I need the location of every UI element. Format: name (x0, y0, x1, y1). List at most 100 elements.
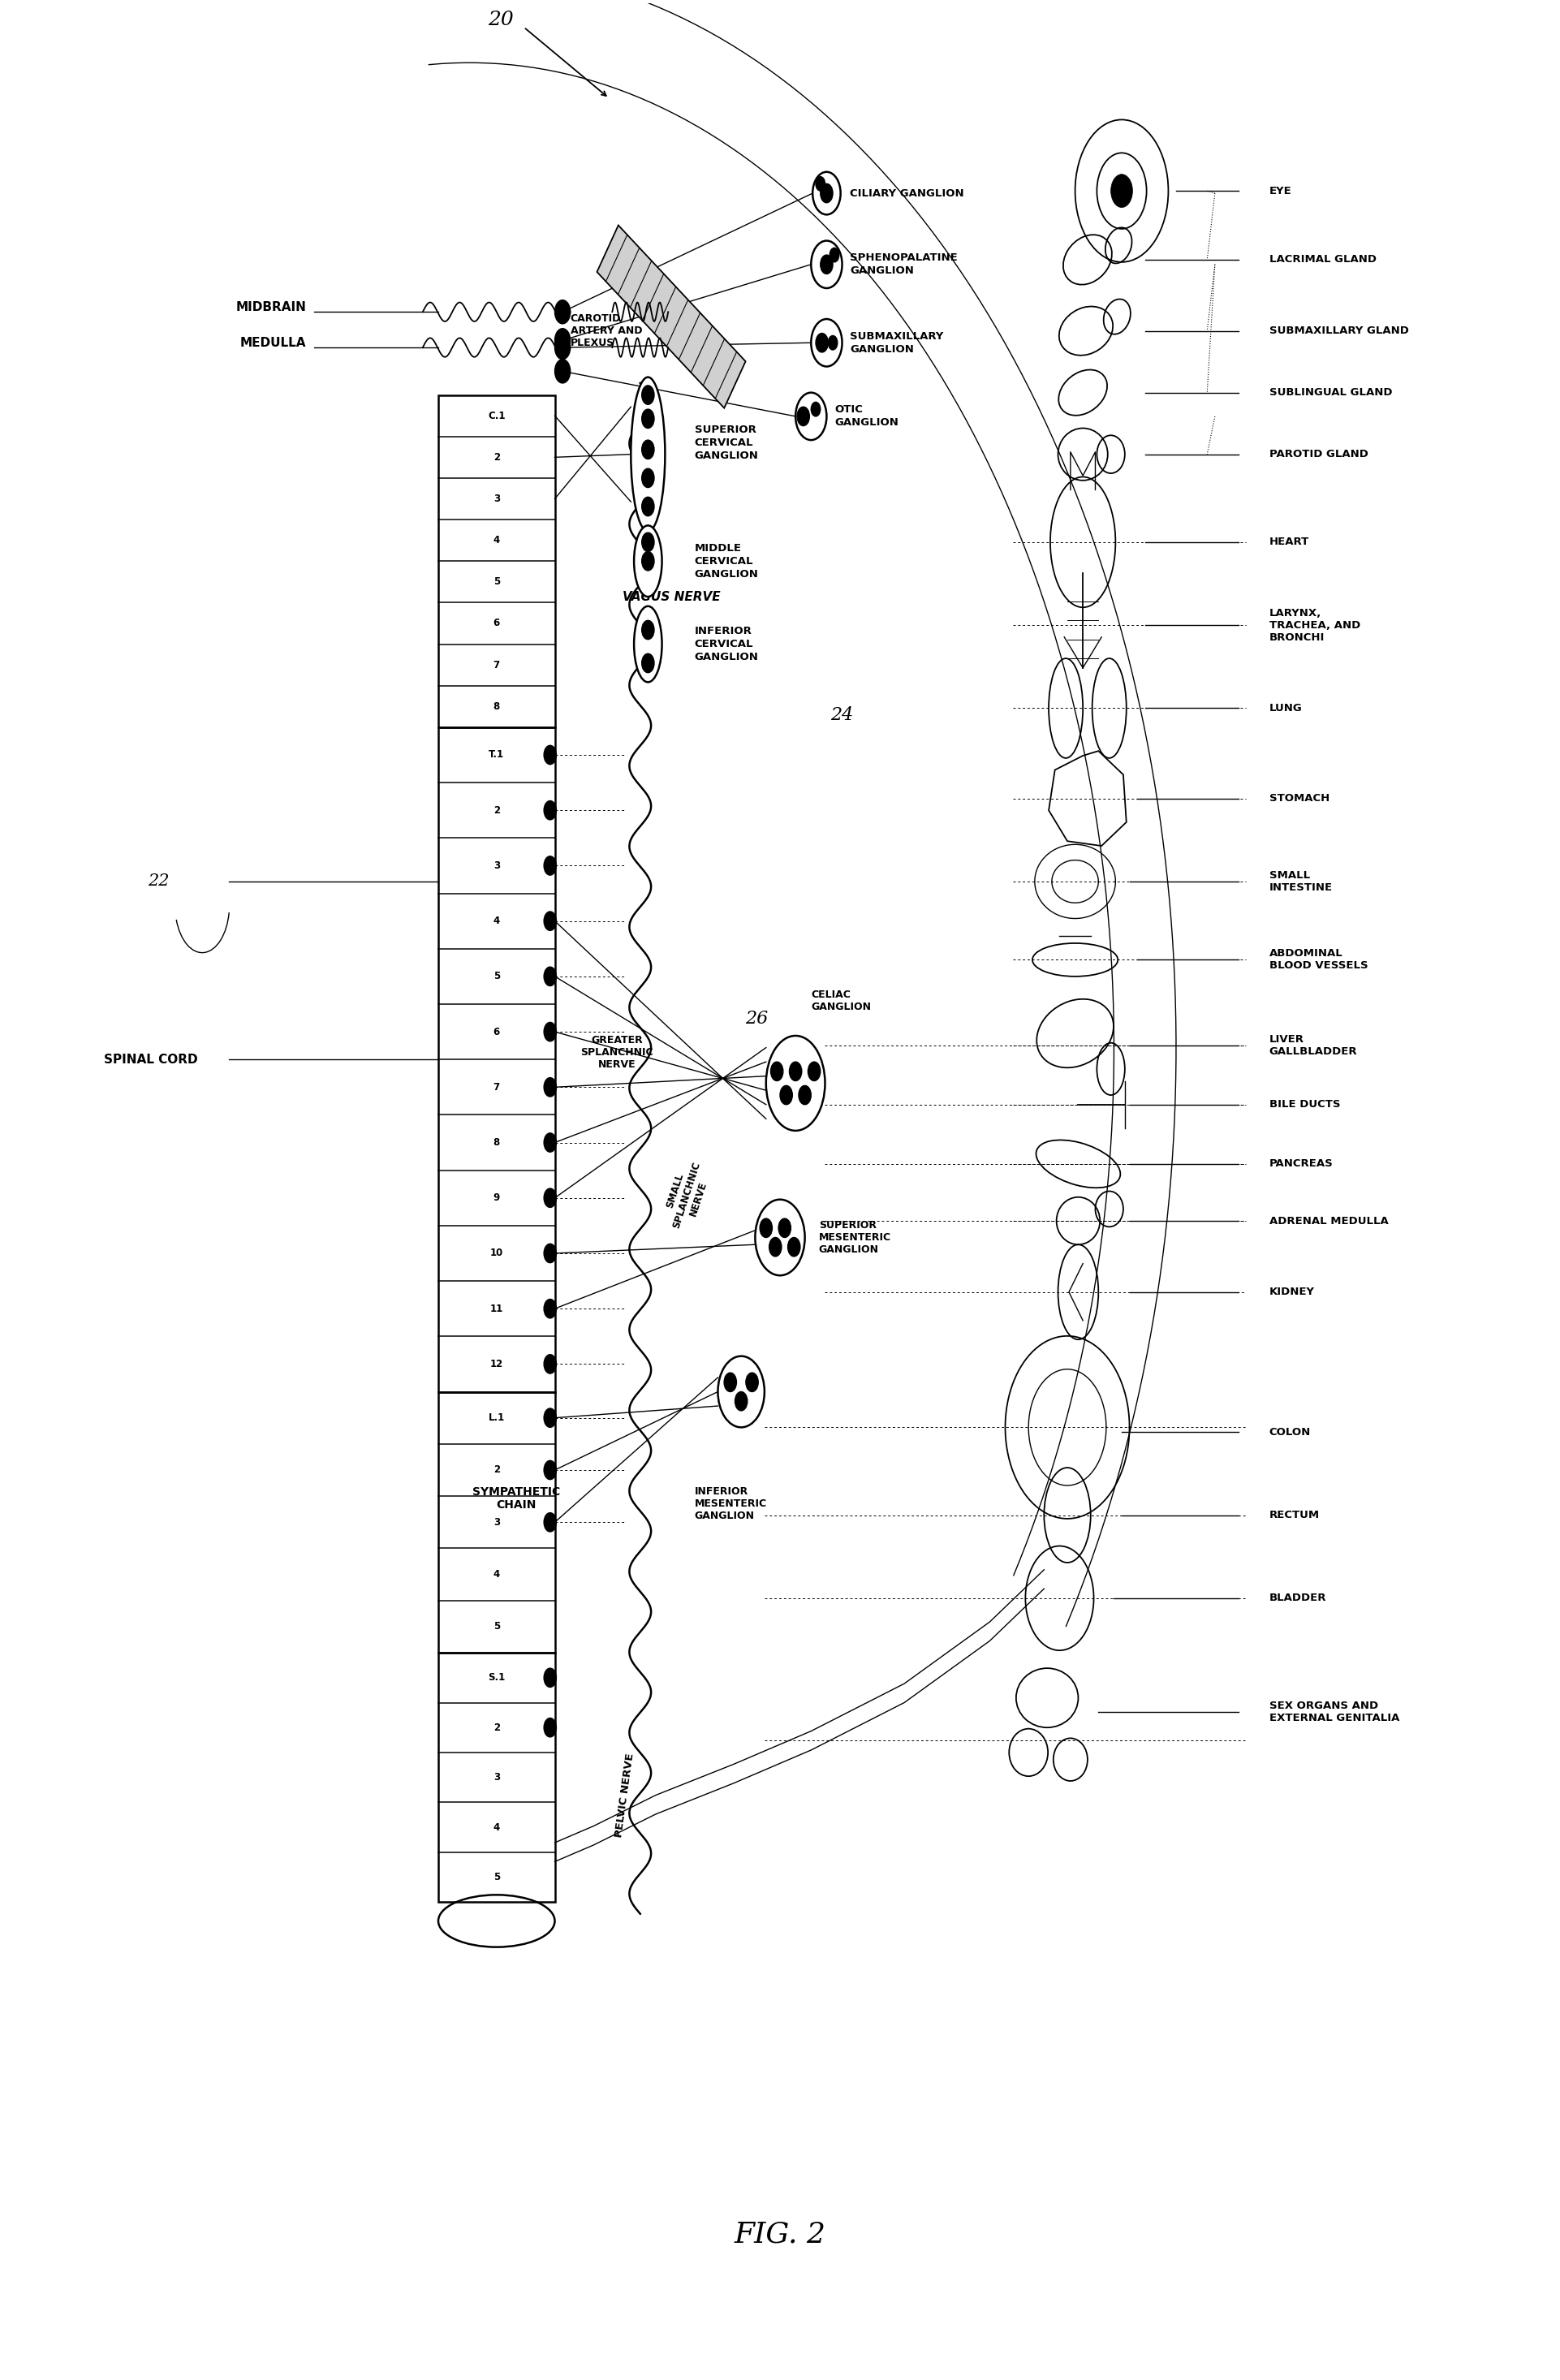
Ellipse shape (766, 1035, 825, 1130)
Text: FIG. 2: FIG. 2 (735, 2221, 825, 2249)
Text: GREATER
SPLANCHNIC
NERVE: GREATER SPLANCHNIC NERVE (580, 1035, 654, 1069)
Circle shape (641, 655, 654, 674)
Text: L.1: L.1 (488, 1414, 505, 1423)
Text: ADRENAL MEDULLA: ADRENAL MEDULLA (1270, 1216, 1388, 1226)
Bar (597, 226, 746, 407)
Text: SYMPATHETIC
CHAIN: SYMPATHETIC CHAIN (473, 1485, 560, 1511)
Circle shape (778, 1219, 791, 1238)
Circle shape (769, 1238, 782, 1257)
Text: SUBLINGUAL GLAND: SUBLINGUAL GLAND (1270, 388, 1392, 397)
Circle shape (780, 1085, 792, 1104)
Circle shape (830, 248, 839, 262)
Circle shape (641, 386, 654, 405)
Text: 3: 3 (493, 1773, 499, 1783)
Text: 7: 7 (493, 659, 499, 671)
Text: INFERIOR
CERVICAL
GANGLION: INFERIOR CERVICAL GANGLION (694, 626, 758, 662)
Text: PELVIC NERVE: PELVIC NERVE (613, 1752, 636, 1837)
Circle shape (816, 333, 828, 352)
Text: 4: 4 (493, 1823, 499, 1833)
Text: 7: 7 (493, 1083, 499, 1092)
Text: 3: 3 (493, 1516, 499, 1528)
Circle shape (724, 1373, 736, 1392)
Circle shape (816, 176, 825, 190)
Circle shape (828, 336, 838, 350)
Circle shape (735, 1392, 747, 1411)
Circle shape (544, 1461, 557, 1480)
Circle shape (544, 912, 557, 931)
Circle shape (760, 1219, 772, 1238)
Text: COLON: COLON (1270, 1426, 1310, 1438)
Text: PANCREAS: PANCREAS (1270, 1159, 1334, 1169)
Ellipse shape (630, 376, 665, 531)
Text: EYE: EYE (1270, 186, 1292, 195)
Text: 12: 12 (490, 1359, 504, 1368)
Circle shape (544, 966, 557, 985)
Text: SUBMAXILLARY
GANGLION: SUBMAXILLARY GANGLION (850, 331, 944, 355)
Circle shape (544, 857, 557, 876)
Text: 2: 2 (493, 804, 499, 816)
Text: STOMACH: STOMACH (1270, 793, 1329, 804)
Text: 5: 5 (493, 971, 499, 981)
Circle shape (544, 1188, 557, 1207)
Text: 24: 24 (830, 707, 853, 724)
Circle shape (555, 300, 571, 324)
Text: SUBMAXILLARY GLAND: SUBMAXILLARY GLAND (1270, 326, 1409, 336)
Circle shape (544, 1668, 557, 1687)
Circle shape (799, 1085, 811, 1104)
Text: MIDBRAIN: MIDBRAIN (236, 300, 306, 314)
Ellipse shape (755, 1200, 805, 1276)
Text: SUPERIOR
CERVICAL
GANGLION: SUPERIOR CERVICAL GANGLION (694, 424, 758, 462)
Circle shape (746, 1373, 758, 1392)
Circle shape (788, 1238, 800, 1257)
Circle shape (797, 407, 810, 426)
Text: 22: 22 (148, 873, 170, 890)
Text: INFERIOR
MESENTERIC
GANGLION: INFERIOR MESENTERIC GANGLION (694, 1488, 768, 1521)
Text: SEX ORGANS AND
EXTERNAL GENITALIA: SEX ORGANS AND EXTERNAL GENITALIA (1270, 1702, 1399, 1723)
Circle shape (811, 402, 821, 417)
Circle shape (555, 359, 571, 383)
Circle shape (641, 552, 654, 571)
Bar (438, 1392, 555, 1652)
Text: SPINAL CORD: SPINAL CORD (105, 1054, 198, 1066)
Circle shape (641, 497, 654, 516)
Text: SUPERIOR
MESENTERIC
GANGLION: SUPERIOR MESENTERIC GANGLION (819, 1221, 891, 1254)
Circle shape (544, 800, 557, 819)
Text: LIVER
GALLBLADDER: LIVER GALLBLADDER (1270, 1033, 1357, 1057)
Circle shape (544, 1245, 557, 1264)
Text: 2: 2 (493, 452, 499, 462)
Circle shape (821, 255, 833, 274)
Text: KIDNEY: KIDNEY (1270, 1288, 1315, 1297)
Text: LARYNX,
TRACHEA, AND
BRONCHI: LARYNX, TRACHEA, AND BRONCHI (1270, 607, 1360, 643)
Ellipse shape (633, 526, 661, 597)
Circle shape (544, 1514, 557, 1533)
Text: MEDULLA: MEDULLA (240, 336, 306, 350)
Text: BILE DUCTS: BILE DUCTS (1270, 1100, 1340, 1109)
Text: 4: 4 (493, 916, 499, 926)
Text: 4: 4 (493, 1568, 499, 1580)
Circle shape (544, 1409, 557, 1428)
Circle shape (808, 1061, 821, 1081)
Text: 5: 5 (493, 1621, 499, 1633)
Text: S.1: S.1 (488, 1673, 505, 1683)
Ellipse shape (811, 319, 842, 367)
Bar (438, 395, 555, 728)
Ellipse shape (813, 171, 841, 214)
Text: 11: 11 (490, 1304, 504, 1314)
Circle shape (641, 621, 654, 640)
Text: SPHENOPALATINE
GANGLION: SPHENOPALATINE GANGLION (850, 252, 958, 276)
Circle shape (641, 469, 654, 488)
Text: 4: 4 (493, 536, 499, 545)
Ellipse shape (796, 393, 827, 440)
Text: 2: 2 (493, 1464, 499, 1476)
Text: 26: 26 (746, 1009, 768, 1028)
Text: SMALL
INTESTINE: SMALL INTESTINE (1270, 871, 1332, 892)
Text: 5: 5 (493, 1871, 499, 1883)
Text: RECTUM: RECTUM (1270, 1509, 1320, 1521)
Circle shape (821, 183, 833, 202)
Text: 10: 10 (490, 1247, 504, 1259)
Text: 3: 3 (493, 493, 499, 505)
Text: 5: 5 (493, 576, 499, 588)
Text: LUNG: LUNG (1270, 702, 1303, 714)
Ellipse shape (718, 1357, 764, 1428)
Circle shape (1111, 174, 1133, 207)
